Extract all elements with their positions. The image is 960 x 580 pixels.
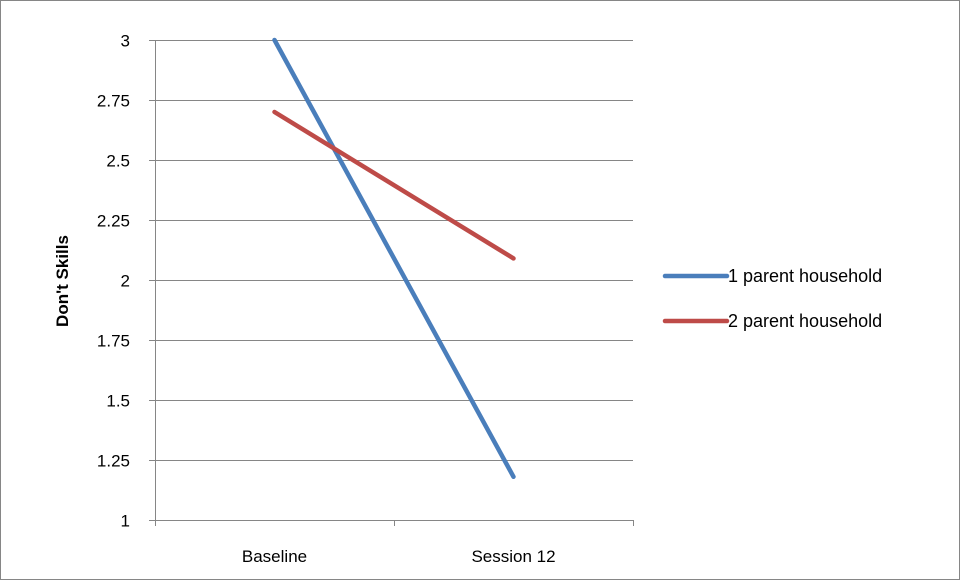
y-axis-title: Don't Skills [53, 235, 72, 327]
series-line-2 [272, 109, 516, 261]
y-tick-label: 2.75 [97, 92, 130, 111]
y-tick-label: 1 [121, 512, 130, 531]
legend-label-1: 1 parent household [728, 266, 882, 286]
x-tick-label: Baseline [242, 547, 307, 566]
gridlines [155, 40, 633, 521]
legend: 1 parent household 2 parent household [662, 266, 882, 331]
x-axis-ticks: Baseline Session 12 [155, 520, 634, 566]
series-lines [272, 37, 516, 480]
y-tick-label: 1.5 [106, 392, 130, 411]
y-tick-label: 1.25 [97, 452, 130, 471]
y-axis-ticks: 1 1.25 1.5 1.75 2 2.25 2.5 2.75 3 [97, 32, 155, 531]
x-tick-label: Session 12 [471, 547, 555, 566]
y-tick-label: 1.75 [97, 332, 130, 351]
y-tick-label: 3 [121, 32, 130, 51]
legend-label-2: 2 parent household [728, 311, 882, 331]
y-tick-label: 2.5 [106, 152, 130, 171]
y-tick-label: 2 [121, 272, 130, 291]
series-line-1 [272, 37, 516, 480]
y-tick-label: 2.25 [97, 212, 130, 231]
